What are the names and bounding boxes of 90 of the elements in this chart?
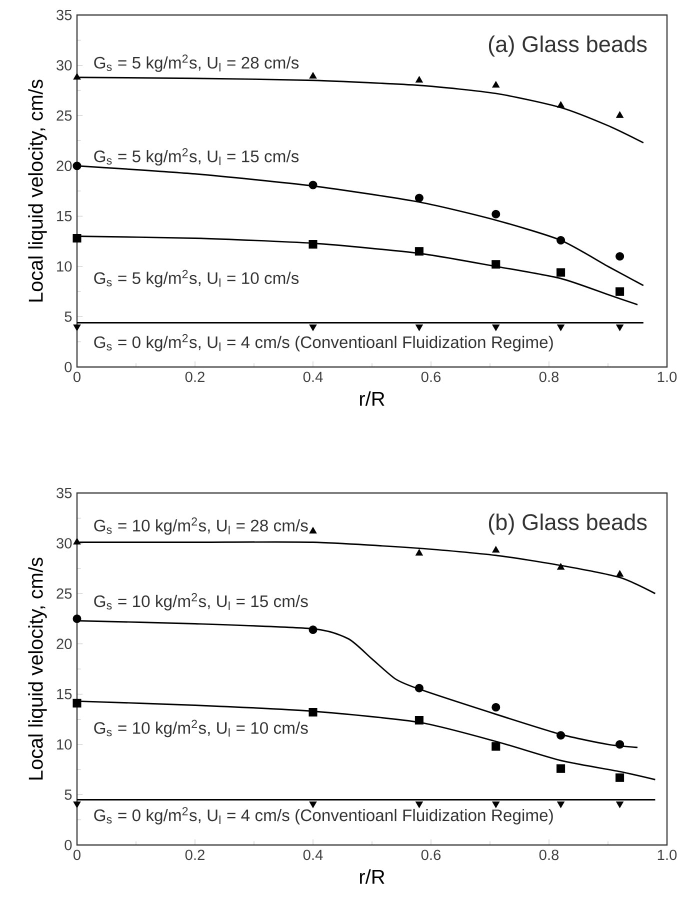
y-tick-label: 30 xyxy=(56,60,72,70)
point xyxy=(73,73,81,80)
point xyxy=(616,570,624,577)
point xyxy=(73,538,81,545)
point xyxy=(616,287,624,296)
y-tick-label: 25 xyxy=(56,110,72,121)
y-axis-title: Local liquid velocity, cm/s xyxy=(28,80,47,302)
x-axis-title: r/R xyxy=(360,391,384,406)
point xyxy=(557,324,565,332)
point xyxy=(556,764,566,773)
point xyxy=(309,324,317,332)
point xyxy=(309,801,317,808)
x-tick-label: 1.0 xyxy=(658,372,677,382)
point xyxy=(492,702,500,712)
point xyxy=(72,162,82,170)
point xyxy=(73,324,81,332)
y-tick-label: 0 xyxy=(64,840,72,850)
point xyxy=(556,236,566,245)
y-tick-label: 15 xyxy=(57,689,72,700)
point xyxy=(492,801,500,808)
point xyxy=(72,614,82,623)
point xyxy=(414,247,424,256)
x-axis-title: r/R xyxy=(360,869,384,884)
point xyxy=(556,731,566,740)
point xyxy=(308,708,318,717)
x-tick-label: 0.2 xyxy=(185,372,204,382)
point xyxy=(557,563,565,570)
point xyxy=(616,111,624,118)
x-tick-label: 0.6 xyxy=(421,372,441,382)
point xyxy=(492,210,500,218)
annotation: G$_{s}$ = 10 kg/m$^{2}$s, U$_{l}$ = 15 cm/s xyxy=(94,593,308,610)
point xyxy=(414,684,424,692)
point xyxy=(308,240,318,249)
point xyxy=(73,801,81,808)
y-tick-label: 10 xyxy=(57,261,72,272)
y-tick-label: 5 xyxy=(64,790,72,800)
y-tick-label: 0 xyxy=(64,362,72,372)
point xyxy=(616,324,624,332)
x-tick-label: 0 xyxy=(73,850,80,860)
annotation: G$_{s}$ = 0 kg/m$^{2}$s, U$_{l}$ = 4 cm/s (Conventioanl Fluidization Regime) xyxy=(94,334,553,352)
y-tick-label: 10 xyxy=(57,739,72,750)
point xyxy=(616,252,624,261)
point xyxy=(415,76,423,83)
x-tick-label: 0.8 xyxy=(539,372,559,382)
point xyxy=(557,801,565,808)
text: (b) Glass beads xyxy=(488,514,647,535)
x-tick-label: 0 xyxy=(73,372,80,382)
point xyxy=(616,740,624,749)
point xyxy=(72,698,82,708)
point xyxy=(414,194,424,202)
point xyxy=(556,268,566,277)
text: (a) Glass beads xyxy=(488,36,647,57)
y-tick-label: 35 xyxy=(56,10,72,20)
point xyxy=(492,546,500,553)
y-tick-label: 20 xyxy=(56,160,72,172)
point xyxy=(415,549,423,556)
point xyxy=(414,716,424,725)
x-tick-label: 0.4 xyxy=(303,850,323,860)
annotation: G$_{s}$ = 5 kg/m$^{2}$s, U$_{l}$ = 15 cm/s xyxy=(94,148,299,166)
point xyxy=(309,526,317,534)
y-tick-label: 5 xyxy=(64,312,72,322)
annotation: G$_{s}$ = 5 kg/m$^{2}$s, U$_{l}$ = 28 cm/s xyxy=(94,54,299,72)
x-tick-label: 0.6 xyxy=(421,850,441,860)
x-tick-label: 1.0 xyxy=(658,850,677,860)
point xyxy=(616,801,624,808)
annotation: G$_{s}$ = 5 kg/m$^{2}$s, U$_{l}$ = 10 cm/s xyxy=(94,270,299,288)
point xyxy=(415,801,423,808)
y-tick-label: 35 xyxy=(56,488,72,498)
x-tick-label: 0.8 xyxy=(539,850,559,860)
point xyxy=(492,324,500,332)
x-tick-label: 0.2 xyxy=(185,850,204,860)
annotation: G$_{s}$ = 10 kg/m$^{2}$s, U$_{l}$ = 28 cm/s xyxy=(94,517,308,535)
x-tick-label: 0.4 xyxy=(303,372,323,382)
point xyxy=(557,101,565,108)
point xyxy=(492,742,500,751)
point xyxy=(492,81,500,88)
point xyxy=(616,773,624,782)
y-tick-label: 20 xyxy=(56,638,72,650)
y-tick-label: 15 xyxy=(57,211,72,222)
point xyxy=(492,260,500,269)
annotation: G$_{s}$ = 0 kg/m$^{2}$s, U$_{l}$ = 4 cm/s (Conventioanl Fluidization Regime) xyxy=(94,807,553,824)
point xyxy=(308,180,318,190)
point xyxy=(72,234,82,243)
annotation: G$_{s}$ = 10 kg/m$^{2}$s, U$_{l}$ = 10 cm/s xyxy=(94,720,308,738)
point xyxy=(308,626,318,634)
y-tick-label: 30 xyxy=(56,538,72,548)
point xyxy=(309,72,317,79)
y-tick-label: 25 xyxy=(56,588,72,599)
point xyxy=(415,324,423,332)
y-axis-title: Local liquid velocity, cm/s xyxy=(28,558,47,780)
